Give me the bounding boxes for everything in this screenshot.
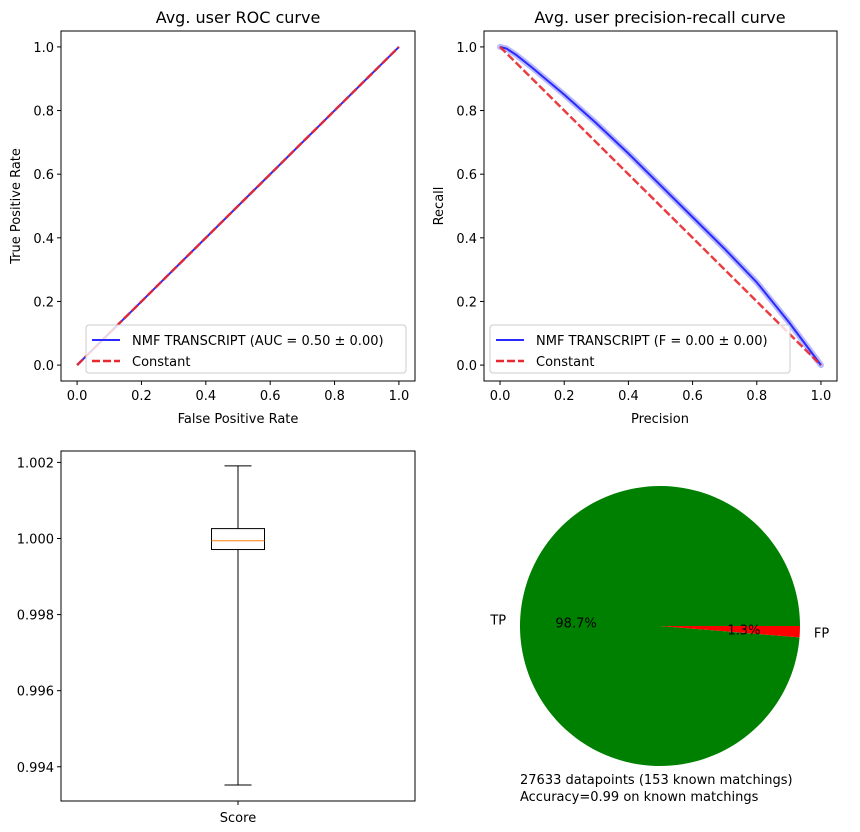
- pie-slice-tp: [520, 485, 800, 766]
- pr-xtick-label: 1.0: [811, 389, 832, 404]
- pr-ytick-label: 0.8: [456, 105, 477, 120]
- roc-legend-model-label: NMF TRANSCRIPT (AUC = 0.50 ± 0.00): [132, 334, 384, 349]
- pr-xlabel: Precision: [631, 412, 689, 427]
- roc-ytick-label: 1.0: [33, 41, 54, 56]
- roc-ytick-label: 0.0: [33, 359, 54, 374]
- roc-constant-line: [76, 46, 400, 366]
- roc-legend: NMF TRANSCRIPT (AUC = 0.50 ± 0.00) Const…: [85, 324, 407, 374]
- pr-ytick-label: 0.0: [456, 359, 477, 374]
- roc-legend-constant-label: Constant: [132, 355, 190, 370]
- pie-caption-line-1: 27633 datapoints (153 known matchings): [520, 773, 793, 788]
- pr-panel: Avg. user precision-recall curve 0.0 0.2 0…: [432, 8, 838, 427]
- roc-ytick-label: 0.4: [33, 232, 54, 247]
- box-plot-area: 0.994 0.996 0.998 1.000 1.002: [17, 450, 416, 805]
- pie-label-tp: TP: [489, 614, 506, 629]
- roc-panel: Avg. user ROC curve 0.0 0.2 0.4 0.6 0.8 1.00.…: [9, 8, 416, 427]
- box-category-label: Score: [220, 811, 256, 826]
- roc-ylabel: True Positive Rate: [9, 148, 24, 265]
- box-ytick-label: 0.996: [17, 685, 54, 700]
- box-iqr-box: [211, 528, 265, 551]
- pr-xtick-label: 0.4: [618, 389, 639, 404]
- pr-ytick-label: 0.6: [456, 168, 477, 183]
- pr-legend-box: [489, 324, 791, 374]
- box-ytick-label: 1.000: [17, 533, 54, 548]
- pr-ylabel: Recall: [432, 187, 447, 226]
- roc-ytick-label: 0.6: [33, 168, 54, 183]
- pie-label-fp: FP: [814, 626, 829, 641]
- pr-ytick-label: 1.0: [456, 41, 477, 56]
- roc-plot-area: 0.0 0.2 0.4 0.6 0.8 1.0 0.0 0.2 0.4 0.6 0.8 1.0: [33, 30, 416, 404]
- roc-ytick-label: 0.8: [33, 105, 54, 120]
- pr-model-line: [499, 45, 822, 366]
- pr-ytick-label: 0.4: [456, 232, 477, 247]
- pie-pct-fp: 1.3%: [727, 623, 760, 638]
- pr-xtick-label: 0.0: [490, 389, 511, 404]
- pr-xtick-label: 0.2: [554, 389, 575, 404]
- roc-xtick-label: 0.2: [131, 389, 152, 404]
- pr-xtick-label: 0.8: [746, 389, 767, 404]
- roc-ytick-label: 0.2: [33, 295, 54, 310]
- pr-legend-model-label: NMF TRANSCRIPT (F = 0.00 ± 0.00): [536, 334, 768, 349]
- box-ytick-label: 1.002: [17, 456, 54, 471]
- pr-ytick-label: 0.2: [456, 295, 477, 310]
- roc-title: Avg. user ROC curve: [156, 8, 321, 27]
- roc-xtick-label: 0.8: [324, 389, 345, 404]
- box-ytick-label: 0.998: [17, 609, 54, 624]
- roc-xtick-label: 0.6: [260, 389, 281, 404]
- roc-xtick-label: 1.0: [389, 389, 410, 404]
- roc-xtick-label: 0.4: [195, 389, 216, 404]
- pie-pct-tp: 98.7%: [555, 617, 596, 632]
- pr-legend-constant-label: Constant: [536, 355, 594, 370]
- roc-xtick-label: 0.0: [67, 389, 88, 404]
- pr-plot-area: 0.0 0.2 0.4 0.6 0.8 1.0 0.0 0.2 0.4 0.6 0.8 1.0: [456, 30, 838, 404]
- roc-legend-box: [85, 324, 407, 374]
- roc-xlabel: False Positive Rate: [178, 412, 299, 427]
- pie-panel: TP 98.7% FP 1.3% 27633 datapoints (153 know…: [489, 485, 829, 805]
- pie-caption-line-2: Accuracy=0.99 on known matchings: [520, 790, 759, 805]
- pie-slice-fp: [660, 626, 800, 638]
- box-ytick-label: 0.994: [17, 761, 54, 776]
- box-panel: 0.994 0.996 0.998 1.000 1.002 Score: [17, 450, 416, 826]
- pr-constant-line: [499, 46, 822, 366]
- pr-title: Avg. user precision-recall curve: [534, 8, 785, 27]
- pr-legend: NMF TRANSCRIPT (F = 0.00 ± 0.00) Constan…: [489, 324, 791, 374]
- pie-plot-area: TP 98.7% FP 1.3%: [489, 485, 829, 766]
- pr-xtick-label: 0.6: [682, 389, 703, 404]
